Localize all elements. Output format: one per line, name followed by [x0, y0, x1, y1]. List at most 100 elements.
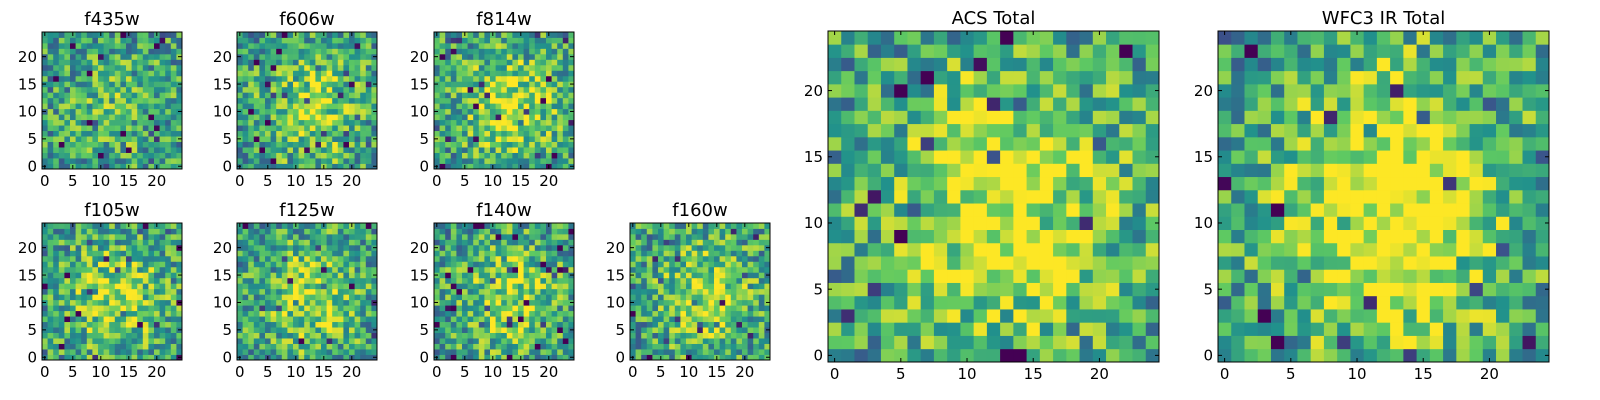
heatmap-cell	[697, 233, 704, 240]
heatmap-cell	[854, 216, 869, 230]
heatmap-cell	[360, 64, 367, 71]
heatmap-cell	[47, 103, 54, 110]
y-tick-label: 15	[18, 75, 37, 93]
heatmap-cell	[686, 228, 692, 235]
heatmap-cell	[518, 64, 524, 71]
heatmap-cell	[53, 59, 60, 66]
heatmap-cell	[120, 228, 127, 235]
heatmap-cell	[439, 42, 446, 49]
heatmap-cell	[270, 332, 277, 339]
heatmap-cell	[53, 316, 60, 323]
heatmap-cell	[81, 141, 88, 148]
heatmap-cell	[663, 332, 670, 339]
heatmap-cell	[523, 266, 530, 273]
heatmap-cell	[70, 152, 76, 159]
heatmap-cell	[237, 103, 243, 110]
heatmap-cell	[467, 332, 474, 339]
heatmap-cell	[758, 327, 765, 333]
heatmap-cell	[103, 288, 110, 295]
heatmap-cell	[304, 272, 311, 279]
heatmap-cell	[697, 354, 704, 361]
heatmap-cell	[434, 92, 440, 99]
y-tick-label: 0	[222, 158, 232, 176]
heatmap-cell	[281, 239, 288, 246]
heatmap-cell	[349, 294, 355, 301]
heatmap-cell	[512, 64, 519, 71]
heatmap-cell	[58, 321, 65, 328]
heatmap-cell	[53, 152, 60, 159]
heatmap-cell	[557, 108, 564, 115]
heatmap-cell	[529, 152, 536, 159]
heatmap-cell	[176, 152, 183, 159]
heatmap-cell	[439, 103, 446, 110]
heatmap-cell	[293, 130, 299, 137]
heatmap-cell	[176, 316, 183, 323]
heatmap-cell	[98, 266, 104, 273]
heatmap-cell	[360, 244, 367, 251]
heatmap-cell	[64, 327, 71, 333]
heatmap-cell	[719, 255, 726, 262]
heatmap-cell	[445, 64, 452, 71]
heatmap-cell	[47, 233, 54, 240]
heatmap-cell	[58, 125, 65, 132]
heatmap-cell	[490, 141, 496, 148]
heatmap-cell	[933, 242, 948, 257]
heatmap-cell	[120, 53, 127, 60]
heatmap-cell	[293, 147, 299, 153]
heatmap-cell	[114, 70, 121, 77]
heatmap-cell	[512, 261, 519, 268]
heatmap-cell	[663, 277, 670, 284]
heatmap-cell	[42, 70, 48, 77]
heatmap-cell	[546, 53, 552, 60]
heatmap-cell	[326, 97, 333, 104]
heatmap-cell	[365, 92, 372, 99]
heatmap-cell	[973, 216, 988, 230]
heatmap-cell	[337, 86, 344, 93]
heatmap-cell	[484, 327, 491, 333]
heatmap-cell	[371, 283, 378, 290]
heatmap-cell	[70, 299, 76, 306]
heatmap-cell	[557, 37, 564, 44]
heatmap-cell	[462, 103, 468, 110]
x-tick-label: 0	[235, 172, 245, 190]
heatmap-cell	[326, 343, 333, 350]
heatmap-cell	[142, 277, 149, 284]
heatmap-cell	[86, 114, 93, 121]
heatmap-cell	[343, 272, 350, 279]
heatmap-cell	[702, 239, 709, 246]
heatmap-cell	[841, 256, 855, 270]
heatmap-cell	[315, 64, 322, 71]
heatmap-cell	[467, 119, 474, 126]
heatmap-cell	[725, 228, 732, 235]
heatmap-cell	[354, 316, 361, 323]
heatmap-cell	[568, 152, 575, 159]
heatmap-cell	[562, 70, 569, 77]
heatmap-cell	[490, 338, 496, 344]
heatmap-cell	[86, 305, 93, 312]
heatmap-cell	[253, 255, 260, 262]
heatmap-cell	[456, 244, 463, 251]
heatmap-cell	[371, 288, 378, 295]
heatmap-cell	[646, 239, 653, 246]
x-tick-label: 5	[263, 363, 273, 381]
heatmap-cell	[248, 233, 255, 240]
heatmap-cell	[747, 255, 754, 262]
heatmap-cell	[725, 288, 732, 295]
heatmap-cell	[557, 42, 564, 49]
heatmap-cell	[237, 239, 243, 246]
heatmap-cell	[894, 269, 908, 283]
heatmap-cell	[630, 310, 636, 317]
heatmap-cell	[98, 332, 104, 339]
heatmap-cell	[562, 343, 569, 350]
heatmap-cell	[365, 277, 372, 284]
heatmap-cell	[64, 283, 71, 290]
heatmap-cell	[70, 255, 76, 262]
heatmap-cell	[131, 136, 138, 142]
heatmap-cell	[635, 261, 642, 268]
heatmap-cell	[53, 97, 60, 104]
heatmap-cell	[360, 239, 367, 246]
heatmap-cell	[270, 114, 277, 121]
heatmap-cell	[176, 147, 183, 153]
heatmap-cell	[58, 233, 65, 240]
heatmap-cell	[354, 163, 361, 170]
